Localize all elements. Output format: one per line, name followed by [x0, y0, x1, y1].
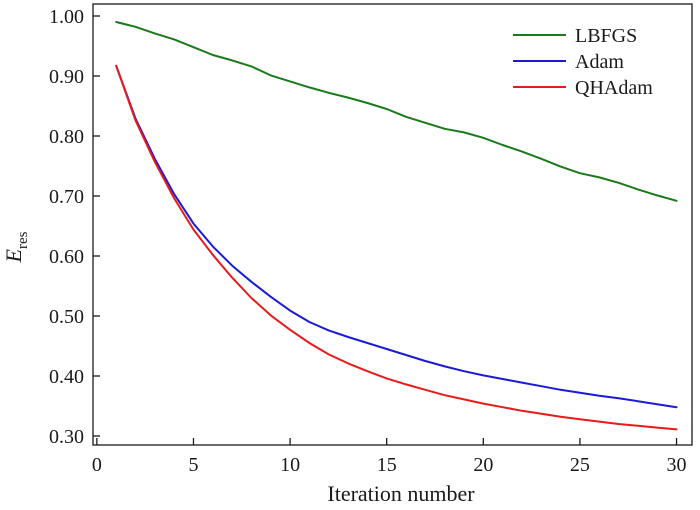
y-tick-label: 0.70 — [49, 186, 84, 208]
y-axis-label: Eres — [1, 231, 31, 263]
legend: LBFGS Adam QHAdam — [513, 25, 653, 99]
x-tick-label: 30 — [667, 454, 687, 476]
y-tick-label: 0.30 — [49, 426, 84, 448]
x-tick-label: 15 — [377, 454, 397, 476]
x-tick-label: 5 — [188, 454, 198, 476]
y-tick-label: 0.60 — [49, 246, 84, 268]
series-line-qhadam — [115, 64, 678, 431]
legend-label-qhadam: QHAdam — [575, 77, 653, 99]
legend-label-adam: Adam — [575, 51, 624, 73]
y-axis-label-subscript: res — [15, 231, 31, 249]
series-line-adam — [115, 64, 678, 409]
series-lines — [115, 21, 678, 431]
y-axis-label-group: Eres — [1, 231, 31, 263]
x-axis-label: Iteration number — [327, 481, 475, 506]
legend-label-lbfgs: LBFGS — [575, 25, 637, 47]
y-tick-label: 0.50 — [49, 306, 84, 328]
y-tick-label: 0.90 — [49, 66, 84, 88]
y-tick-label: 0.40 — [49, 366, 84, 388]
y-tick-label: 1.00 — [49, 6, 84, 28]
series-line-lbfgs — [115, 21, 678, 202]
y-axis-ticks: 0.30 0.40 0.50 0.60 0.70 0.80 0.90 1.00 — [49, 6, 100, 448]
x-tick-label: 0 — [92, 454, 102, 476]
axes-frame — [92, 3, 693, 446]
x-tick-label: 25 — [570, 454, 590, 476]
y-tick-label: 0.80 — [49, 126, 84, 148]
x-tick-label: 10 — [280, 454, 300, 476]
x-tick-label: 20 — [473, 454, 493, 476]
plot-frame — [92, 3, 693, 446]
y-axis-label-main: E — [1, 248, 26, 263]
x-axis-ticks: 0 5 10 15 20 25 30 — [92, 438, 687, 476]
